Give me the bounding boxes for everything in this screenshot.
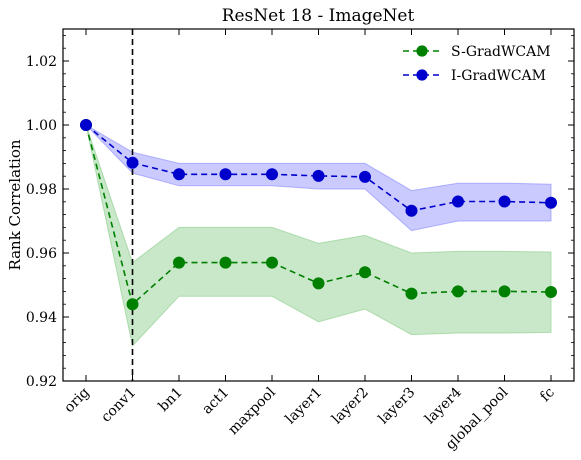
chart-title: ResNet 18 - ImageNet [222,6,415,26]
point-series-0-5 [312,277,325,290]
point-series-0-1 [126,298,139,311]
x-tick-label: layer1 [282,385,325,428]
point-series-1-7 [405,204,418,217]
point-series-1-9 [498,195,511,208]
point-series-1-10 [545,196,558,209]
point-series-1-1 [126,156,139,169]
legend-marker-0 [416,45,428,57]
x-tick-label: act1 [199,385,232,418]
y-tick-label: 0.98 [26,182,57,198]
y-tick-label: 1.02 [26,54,57,70]
line-series-1 [85,124,552,212]
point-series-0-4 [265,256,278,269]
point-series-1-4 [265,168,278,181]
x-tick-label: layer4 [422,384,465,427]
x-tick-label: conv1 [98,385,139,426]
point-series-0-9 [498,285,511,298]
point-series-0-8 [451,285,464,298]
point-series-1-5 [312,169,325,182]
y-tick-label: 0.92 [26,374,57,390]
point-series-1-2 [172,168,185,181]
x-tick-label: maxpool [225,384,279,438]
x-tick-label: layer2 [329,385,372,428]
legend-label-0: S-GradWCAM [451,44,551,60]
y-tick-label: 1.00 [26,118,57,134]
point-series-1-8 [451,195,464,208]
legend-label-1: I-GradWCAM [451,68,546,84]
point-series-0-7 [405,287,418,300]
y-tick-label: 0.94 [26,310,57,326]
point-series-1-3 [219,168,232,181]
x-tick-label: layer3 [375,385,418,428]
point-series-0-10 [545,286,558,299]
point-series-1-6 [358,170,371,183]
confidence-bands [85,124,552,347]
y-axis-label: Rank Correlation [6,139,24,270]
point-series-0-6 [358,266,371,279]
x-tick-label: fc [537,384,558,405]
x-tick-label: bn1 [156,385,186,415]
legend-marker-1 [416,69,428,81]
legend: S-GradWCAM I-GradWCAM [403,44,551,84]
x-tick-label: orig [61,384,93,416]
y-tick-label: 0.96 [26,246,57,262]
point-series-0-2 [172,256,185,269]
point-series-0-3 [219,256,232,269]
series-markers [80,119,558,311]
point-series-1-0 [80,119,93,132]
